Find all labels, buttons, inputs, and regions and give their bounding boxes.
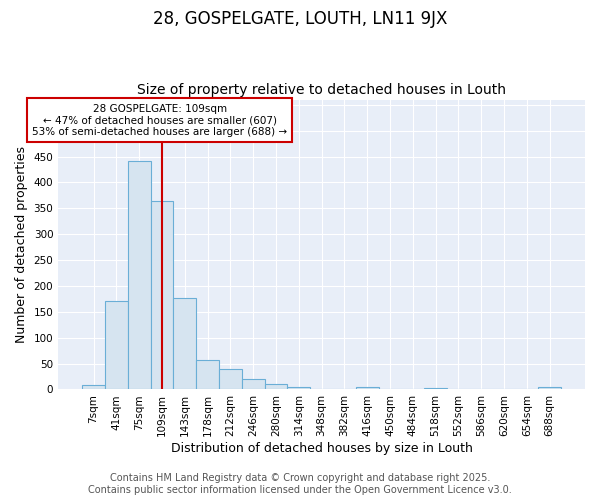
Bar: [82, 386, 105, 390]
Bar: [219, 369, 242, 390]
Bar: [538, 388, 561, 390]
Text: 28, GOSPELGATE, LOUTH, LN11 9JX: 28, GOSPELGATE, LOUTH, LN11 9JX: [153, 10, 447, 28]
Bar: [196, 360, 219, 390]
Bar: [242, 378, 265, 390]
Bar: [151, 200, 173, 390]
X-axis label: Distribution of detached houses by size in Louth: Distribution of detached houses by size …: [170, 442, 473, 455]
Y-axis label: Number of detached properties: Number of detached properties: [15, 146, 28, 343]
Text: Contains HM Land Registry data © Crown copyright and database right 2025.
Contai: Contains HM Land Registry data © Crown c…: [88, 474, 512, 495]
Text: 28 GOSPELGATE: 109sqm
← 47% of detached houses are smaller (607)
53% of semi-det: 28 GOSPELGATE: 109sqm ← 47% of detached …: [32, 104, 287, 137]
Bar: [356, 388, 379, 390]
Bar: [173, 298, 196, 390]
Bar: [424, 388, 447, 390]
Bar: [287, 387, 310, 390]
Title: Size of property relative to detached houses in Louth: Size of property relative to detached ho…: [137, 83, 506, 97]
Bar: [105, 302, 128, 390]
Bar: [265, 384, 287, 390]
Bar: [128, 161, 151, 390]
